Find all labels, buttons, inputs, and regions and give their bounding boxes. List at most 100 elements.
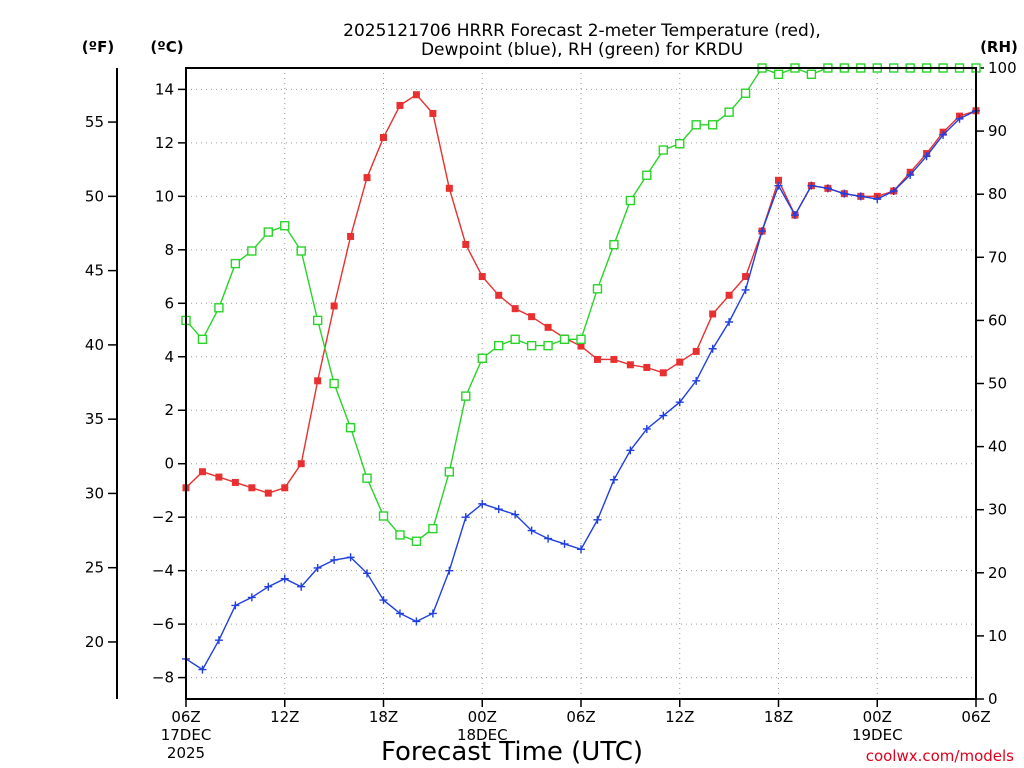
dewpoint-point [280, 574, 289, 583]
dewpoint-point [198, 665, 207, 674]
dewpoint-point [494, 505, 503, 514]
rh-point [378, 511, 389, 521]
rh-point [526, 340, 537, 351]
temperature-point [231, 478, 239, 486]
temperature-point [495, 291, 503, 299]
plot-frame [185, 67, 977, 700]
rh-point [707, 120, 718, 130]
rh-axis: 0 10 20 30 40 50 60 70 80 90 100 [976, 59, 1017, 708]
rh-tick-label: 100 [988, 59, 1017, 77]
temperature-point [544, 323, 552, 331]
rh-point [296, 246, 306, 256]
dewpoint-point [577, 545, 585, 554]
dewpoint-point [544, 534, 553, 543]
rh-point [214, 303, 224, 313]
dewpoint-point [758, 227, 767, 236]
credit-text: coolwx.com/models [866, 747, 1014, 765]
fahrenheit-tick-label: 25 [85, 559, 104, 577]
x-axis-title: Forecast Time (UTC) [381, 737, 643, 767]
celsius-tick-label: −6 [152, 615, 174, 633]
temperature-point [626, 361, 634, 369]
rh-point [280, 221, 290, 231]
dewpoint-point [692, 376, 701, 385]
dewpoint-point [642, 424, 651, 433]
temperature-point [363, 174, 371, 182]
temperature-point [248, 484, 256, 492]
celsius-tick-label: 14 [155, 80, 174, 98]
data-series [181, 63, 981, 674]
rh-point [691, 120, 701, 130]
celsius-tick-label: 10 [155, 187, 174, 205]
time-tick-label: 06Z [961, 708, 990, 726]
time-tick-label: 06Z [566, 708, 595, 726]
fahrenheit-tick-label: 50 [85, 187, 104, 205]
dewpoint-point [363, 569, 372, 578]
temperature-point [281, 484, 289, 492]
rh-point [395, 530, 405, 540]
celsius-tick-label: −8 [152, 669, 174, 687]
celsius-tick-label: 0 [164, 455, 174, 473]
dewpoint-point [313, 563, 322, 572]
dewpoint-point [626, 446, 635, 455]
dewpoint-point [823, 184, 832, 193]
rh-point [477, 353, 487, 363]
rh-point [411, 536, 422, 546]
fahrenheit-tick-label: 30 [85, 484, 104, 502]
rh-point [461, 391, 471, 401]
rh-point [494, 340, 504, 351]
celsius-tick-label: 12 [155, 134, 174, 152]
dewpoint-point [873, 195, 882, 204]
rh-point [444, 467, 455, 477]
rh-tick-label: 80 [988, 185, 1007, 203]
dewpoint-point [297, 582, 306, 591]
celsius-axis: −8 −6 −4 −2 0 2 4 6 8 10 12 14 [152, 80, 186, 687]
temperature-point [528, 313, 536, 321]
time-tick-label: 18Z [369, 708, 398, 726]
temperature-point [577, 342, 585, 350]
temperature-point [445, 184, 453, 192]
time-tick-label: 19DEC [852, 726, 903, 744]
rh-tick-label: 60 [988, 311, 1007, 329]
rh-point [658, 145, 668, 155]
temperature-point [429, 109, 437, 117]
time-tick-label: 12Z [665, 708, 694, 726]
rh-tick-label: 10 [988, 627, 1007, 645]
temperature-point [742, 273, 750, 281]
dewpoint-point [906, 170, 915, 179]
temperature-point [264, 489, 272, 497]
rh-point [675, 139, 685, 149]
grid-lines [185, 68, 977, 699]
celsius-tick-label: 6 [164, 294, 174, 312]
dewpoint-point [922, 152, 931, 161]
dewpoint-point [445, 566, 454, 575]
temperature-point [314, 377, 322, 385]
temperature-point [198, 468, 206, 476]
rh-point [642, 170, 652, 180]
temperature-point [659, 369, 667, 377]
temperature-point [215, 473, 223, 481]
dewpoint-point [379, 596, 388, 605]
temperature-point [462, 240, 470, 248]
rh-point [263, 227, 273, 237]
time-tick-label: 17DEC [161, 726, 212, 744]
time-tick-label: 00Z [468, 708, 497, 726]
rh-point [510, 334, 520, 345]
rh-point [312, 315, 323, 326]
temperature-point [775, 176, 782, 184]
dewpoint-point [807, 181, 816, 190]
dewpoint-point [774, 181, 783, 190]
chart-title-line-2: Dewpoint (blue), RH (green) for KRDU [421, 40, 743, 60]
rh-point [543, 340, 553, 351]
fahrenheit-tick-label: 40 [85, 336, 104, 354]
dewpoint-point [840, 189, 849, 198]
rh-point [724, 107, 734, 117]
dewpoint-point [461, 513, 470, 522]
dewpoint-point [741, 285, 750, 294]
rh-tick-label: 70 [988, 248, 1007, 266]
temperature-point [709, 310, 717, 318]
dewpoint-point [346, 553, 355, 562]
rh-point [197, 334, 208, 345]
rh-tick-label: 20 [988, 564, 1007, 582]
dewpoint-series [182, 106, 980, 674]
dewpoint-point [527, 526, 536, 535]
